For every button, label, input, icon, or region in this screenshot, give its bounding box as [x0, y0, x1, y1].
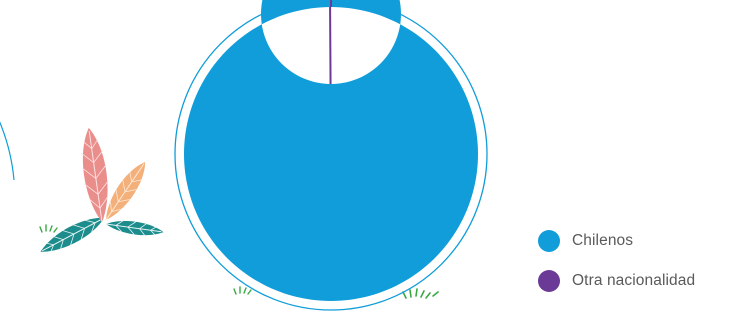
- chart-legend: Chilenos Otra nacionalidad: [538, 230, 695, 292]
- adjacent-chart-outline: [0, 121, 15, 181]
- legend-label-chilenos: Chilenos: [572, 232, 634, 249]
- grass-tuft-icon: [402, 288, 439, 299]
- donut-chart: [183, 0, 478, 301]
- grass-tuft-icon: [39, 224, 58, 233]
- legend-item-chilenos: Chilenos: [538, 230, 695, 252]
- legend-label-otra-nacionalidad: Otra nacionalidad: [572, 272, 696, 289]
- grass-tuft-icon: [233, 286, 252, 295]
- leaf-plant-icon: [40, 127, 164, 253]
- legend-swatch-chilenos: [538, 230, 560, 252]
- donut-slice-chilenos: [183, 0, 478, 301]
- legend-swatch-otra-nacionalidad: [538, 270, 560, 292]
- donut-outer-ring: [174, 0, 488, 311]
- legend-item-otra-nacionalidad: Otra nacionalidad: [538, 270, 695, 292]
